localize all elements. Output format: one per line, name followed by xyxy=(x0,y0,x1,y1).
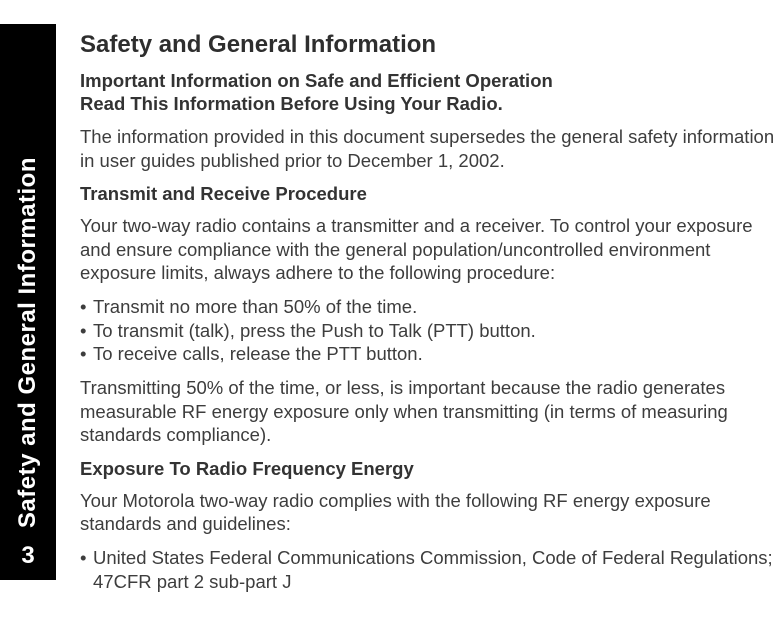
list-item-text: United States Federal Communications Com… xyxy=(93,546,784,593)
subheading-line-2: Read This Information Before Using Your … xyxy=(80,93,503,114)
section-title-exposure: Exposure To Radio Frequency Energy xyxy=(80,457,784,481)
bullet-icon: • xyxy=(80,342,93,366)
list-item: • To transmit (talk), press the Push to … xyxy=(80,319,784,343)
section-title-transmit: Transmit and Receive Procedure xyxy=(80,182,784,206)
side-tab-page-number: 3 xyxy=(21,542,34,570)
page: Safety and General Information 3 Safety … xyxy=(0,0,784,619)
side-tab: Safety and General Information 3 xyxy=(0,24,56,580)
intro-paragraph: The information provided in this documen… xyxy=(80,125,784,172)
subheading: Important Information on Safe and Effici… xyxy=(80,69,784,115)
section2-paragraph-1: Your Motorola two-way radio complies wit… xyxy=(80,489,784,536)
side-tab-label: Safety and General Information xyxy=(14,157,42,528)
list-item: • To receive calls, release the PTT butt… xyxy=(80,342,784,366)
list-item-text: To transmit (talk), press the Push to Ta… xyxy=(93,319,784,343)
bullet-icon: • xyxy=(80,295,93,319)
page-title: Safety and General Information xyxy=(80,30,784,61)
content-area: Safety and General Information Important… xyxy=(80,30,784,603)
list-item-text: To receive calls, release the PTT button… xyxy=(93,342,784,366)
list-item: • United States Federal Communications C… xyxy=(80,546,784,593)
bullet-icon: • xyxy=(80,319,93,343)
subheading-line-1: Important Information on Safe and Effici… xyxy=(80,70,553,91)
section1-paragraph-2: Transmitting 50% of the time, or less, i… xyxy=(80,376,784,447)
list-item-text: Transmit no more than 50% of the time. xyxy=(93,295,784,319)
list-item: • Transmit no more than 50% of the time. xyxy=(80,295,784,319)
section1-bullet-list: • Transmit no more than 50% of the time.… xyxy=(80,295,784,366)
section2-bullet-list: • United States Federal Communications C… xyxy=(80,546,784,593)
bullet-icon: • xyxy=(80,546,93,593)
section1-paragraph-1: Your two-way radio contains a transmitte… xyxy=(80,214,784,285)
